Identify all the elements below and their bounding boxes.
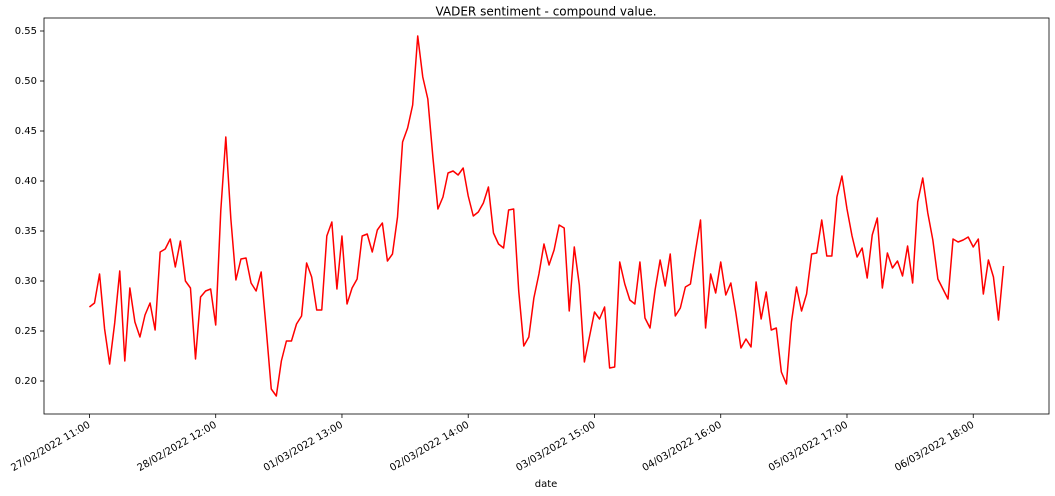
chart-title: VADER sentiment - compound value. <box>435 5 656 19</box>
y-tick-label: 0.25 <box>15 326 37 337</box>
y-tick-label: 0.50 <box>15 76 37 87</box>
plot-frame <box>43 17 1050 415</box>
y-tick-label: 0.40 <box>15 176 37 187</box>
y-tick-label: 0.55 <box>15 26 37 37</box>
data-line <box>88 35 1005 397</box>
y-tick-label: 0.30 <box>15 276 37 287</box>
y-tick-label: 0.20 <box>15 376 37 387</box>
y-tick-label: 0.35 <box>15 226 37 237</box>
x-axis-label: date <box>535 479 558 490</box>
y-tick-label: 0.45 <box>15 126 37 137</box>
